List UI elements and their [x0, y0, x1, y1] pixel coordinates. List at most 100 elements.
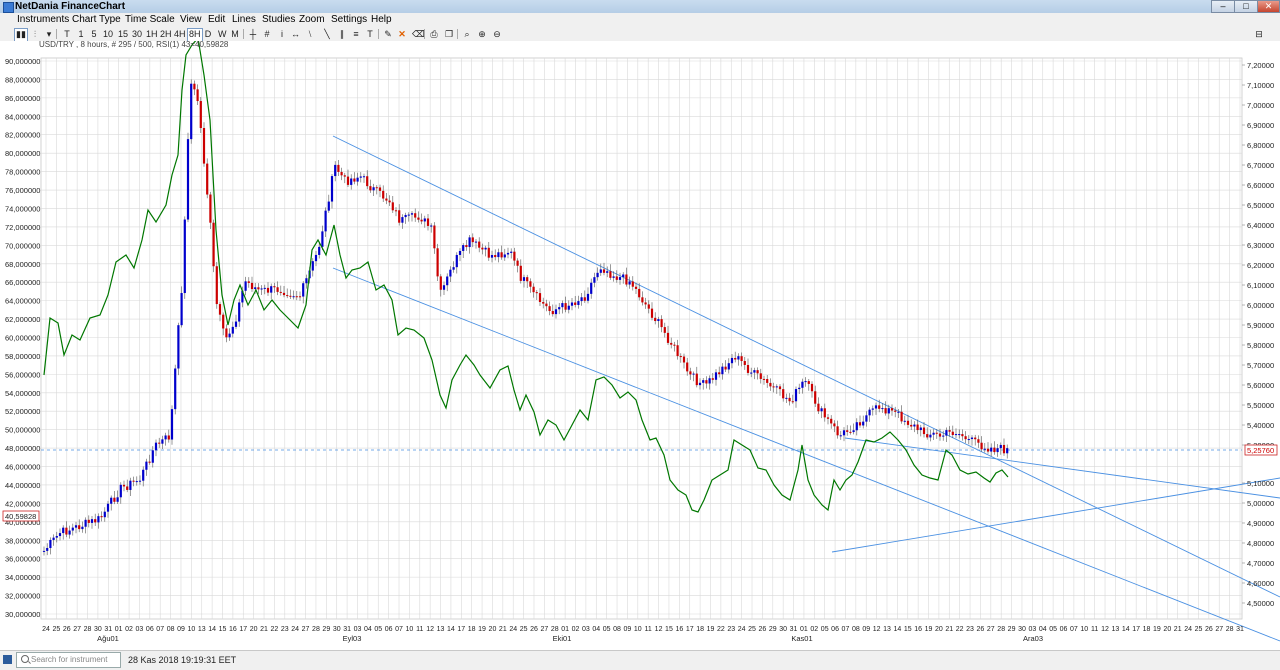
candle	[394, 210, 398, 212]
maximize-button[interactable]: □	[1234, 0, 1258, 13]
interval-1[interactable]: 1	[78, 29, 84, 39]
candle	[708, 378, 711, 384]
channel-icon[interactable]: ∥	[339, 29, 345, 39]
candle	[362, 176, 366, 178]
candle	[346, 176, 350, 185]
fibonacci-icon[interactable]: ≡	[353, 29, 359, 39]
crosshair-icon[interactable]: ┼	[249, 29, 257, 39]
candlestick-icon[interactable]: ▮▮	[14, 28, 28, 42]
status-datetime: 28 Kas 2018 19:19:31 EET	[128, 655, 237, 665]
candle	[910, 424, 913, 427]
price-axis-label: 5,00000	[1247, 499, 1274, 508]
delete-icon[interactable]: ✕	[398, 29, 406, 39]
menu-settings[interactable]: Settings	[331, 14, 368, 25]
interval-m[interactable]: M	[231, 29, 239, 39]
time-axis-day: 25	[748, 626, 756, 633]
interval-30[interactable]: 30	[132, 29, 143, 39]
bar-chart-icon[interactable]: ⫶	[33, 29, 37, 39]
candle	[302, 283, 305, 297]
time-axis-day: 21	[260, 626, 268, 633]
candle	[964, 436, 967, 440]
interval-tick[interactable]: T	[64, 29, 70, 39]
menu-instruments[interactable]: Instruments	[17, 14, 70, 25]
panel-toggle-icon[interactable]: ⊟	[1255, 29, 1263, 39]
menu-view[interactable]: View	[180, 14, 202, 25]
time-axis-day: 11	[416, 626, 423, 633]
interval-8h[interactable]: 8H	[187, 28, 203, 42]
candle	[110, 497, 113, 504]
interval-15[interactable]: 15	[118, 29, 129, 39]
time-axis-day: 10	[1080, 626, 1088, 633]
candle	[174, 368, 177, 410]
menu-time-scale[interactable]: Time Scale	[125, 14, 175, 25]
time-axis-day: 27	[73, 626, 81, 633]
time-axis-day: 30	[94, 626, 102, 633]
pencil-icon[interactable]: ✎	[384, 29, 392, 39]
candle	[801, 381, 804, 388]
chart-area[interactable]: 90,000000 88,000000 86,000000 84,000000 82,0…	[0, 36, 1280, 650]
candle	[286, 295, 289, 297]
time-axis-day: 09	[177, 626, 185, 633]
candle	[839, 435, 842, 437]
zoom-out-icon[interactable]: ⊖	[493, 29, 501, 39]
candle	[606, 271, 609, 273]
candle	[670, 342, 673, 345]
candle	[1006, 448, 1009, 454]
candle	[663, 327, 666, 333]
candle	[919, 427, 922, 431]
menu-help[interactable]: Help	[371, 14, 392, 25]
candle	[426, 218, 430, 226]
candle	[382, 190, 385, 199]
menu-edit[interactable]: Edit	[208, 14, 226, 25]
minimize-button[interactable]: –	[1211, 0, 1235, 13]
pan-icon[interactable]: ↔	[291, 29, 300, 39]
candle	[778, 386, 782, 390]
time-axis-day: 12	[873, 626, 881, 633]
candle	[714, 372, 718, 380]
time-axis-day: 03	[582, 626, 590, 633]
interval-1h[interactable]: 1H	[146, 29, 158, 39]
candle	[686, 362, 689, 372]
interval-2h[interactable]: 2H	[160, 29, 172, 39]
price-chart[interactable]: 90,000000 88,000000 86,000000 84,000000 82,0…	[0, 36, 1280, 650]
interval-4h[interactable]: 4H	[174, 29, 186, 39]
candle	[506, 252, 510, 255]
candle	[321, 231, 324, 247]
candle	[702, 380, 705, 383]
candle	[462, 245, 465, 251]
chart-type-dropdown-icon[interactable]: ▾	[46, 29, 52, 39]
time-axis-day: 18	[696, 626, 704, 633]
print-icon[interactable]: ⎙	[430, 29, 438, 39]
menu-chart-type[interactable]: Chart Type	[72, 14, 121, 25]
trendline-icon[interactable]: ╲	[324, 29, 330, 39]
interval-5[interactable]: 5	[91, 29, 97, 39]
copy-icon[interactable]: ❐	[445, 29, 454, 39]
grid-icon[interactable]: #	[264, 29, 270, 39]
interval-w[interactable]: W	[218, 29, 227, 39]
time-axis-month: Ara03	[1023, 634, 1043, 643]
eraser-icon[interactable]: ⌫	[412, 29, 425, 39]
candle	[119, 484, 122, 498]
candle	[116, 497, 119, 502]
close-button[interactable]: ✕	[1257, 0, 1280, 13]
candle	[580, 297, 583, 302]
info-icon[interactable]: i	[281, 29, 283, 39]
trendline	[332, 135, 1280, 598]
time-axis-day: 07	[156, 626, 164, 633]
search-instrument-input[interactable]: Search for instrument	[16, 652, 121, 668]
candle	[465, 245, 468, 248]
menu-lines[interactable]: Lines	[232, 14, 256, 25]
candle	[718, 372, 721, 375]
time-axis-day: 08	[852, 626, 860, 633]
interval-10[interactable]: 10	[103, 29, 114, 39]
time-axis-day: 07	[395, 626, 403, 633]
draw-lines-icon[interactable]: ⧵	[308, 29, 312, 39]
candle	[935, 432, 938, 434]
zoom-in-icon[interactable]: ⊕	[478, 29, 486, 39]
menu-studies[interactable]: Studies	[262, 14, 296, 25]
zoom-icon[interactable]: ⌕	[464, 29, 470, 39]
text-tool-icon[interactable]: T	[367, 29, 373, 39]
candle	[391, 202, 394, 211]
interval-d[interactable]: D	[204, 29, 212, 39]
menu-zoom[interactable]: Zoom	[299, 14, 325, 25]
